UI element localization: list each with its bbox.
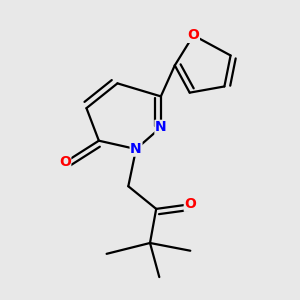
Text: O: O <box>184 197 196 211</box>
Text: N: N <box>130 142 142 156</box>
Text: N: N <box>155 120 167 134</box>
Text: O: O <box>188 28 199 42</box>
Text: O: O <box>59 155 71 170</box>
